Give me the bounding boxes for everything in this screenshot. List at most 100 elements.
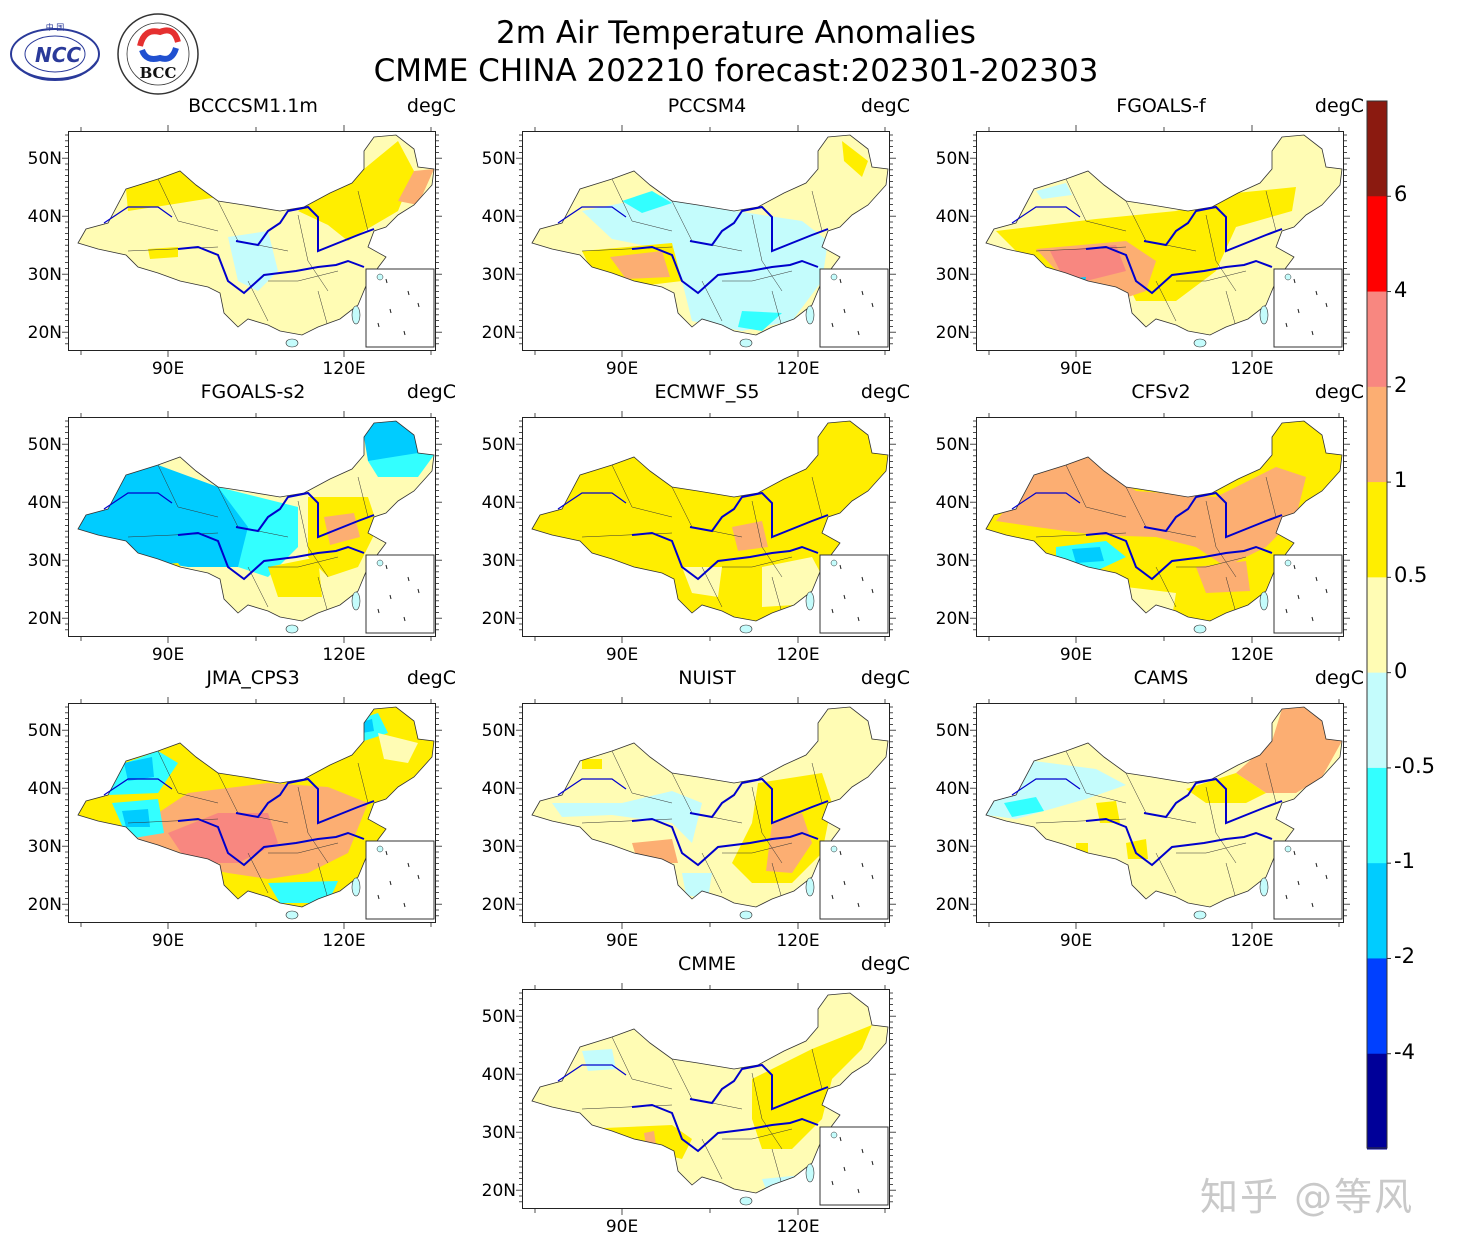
anomaly-region xyxy=(1036,183,1072,199)
x-tick-label: 90E xyxy=(605,931,639,951)
anomaly-map xyxy=(62,697,442,929)
island-mark xyxy=(831,1180,834,1186)
river xyxy=(631,245,819,295)
anomaly-map xyxy=(62,411,442,643)
island-mark xyxy=(843,880,846,886)
chart-title: 2m Air Temperature Anomalies xyxy=(496,15,976,51)
inset-hainan xyxy=(830,1131,838,1139)
island-mark xyxy=(407,576,410,582)
anomaly-region xyxy=(552,791,702,843)
river xyxy=(1011,206,1081,224)
x-tick-label: 120E xyxy=(776,645,820,665)
map-frame xyxy=(522,417,890,637)
map-panel: BCCCSM1.1m degC 50N 40N 30N 20N 90E 120E xyxy=(20,95,460,379)
river xyxy=(557,1064,627,1082)
anomaly-region xyxy=(644,1131,656,1145)
country-border xyxy=(531,706,889,908)
x-tick-label: 120E xyxy=(1230,931,1274,951)
anomaly-map xyxy=(516,697,896,929)
south-china-sea-inset xyxy=(819,840,889,920)
river xyxy=(557,778,627,796)
island-mark xyxy=(407,862,410,868)
y-tick-label: 40N xyxy=(935,207,970,227)
map-frame xyxy=(976,703,1344,923)
river xyxy=(1143,491,1283,539)
island-mark xyxy=(385,850,388,856)
island-mark xyxy=(861,576,864,582)
svg-text:NCC: NCC xyxy=(35,43,81,67)
y-tick-label: 50N xyxy=(27,721,62,741)
island-mark xyxy=(1311,616,1314,622)
island-mark xyxy=(1325,302,1328,308)
country-border xyxy=(531,420,889,622)
x-tick-label: 90E xyxy=(605,1217,639,1237)
anomaly-region xyxy=(78,465,278,567)
river xyxy=(1085,531,1273,581)
anomaly-region xyxy=(1196,561,1250,593)
map-panel: CAMS degC 50N 40N 30N 20N 90E 120E xyxy=(928,667,1368,951)
colorbar-bin xyxy=(1367,863,1387,959)
bcc-logo: BCC xyxy=(116,12,200,100)
panel-unit: degC xyxy=(1314,381,1364,403)
colorbar-bin xyxy=(1367,672,1387,769)
y-tick-label: 20N xyxy=(935,323,970,343)
anomaly-region xyxy=(766,813,812,873)
anomaly-region xyxy=(532,993,888,1193)
y-tick-label: 50N xyxy=(27,149,62,169)
y-tick-label: 40N xyxy=(27,779,62,799)
inset-hainan xyxy=(376,845,384,853)
anomaly-map xyxy=(516,125,896,357)
inset-hainan xyxy=(1284,845,1292,853)
river xyxy=(631,1103,819,1153)
colorbar-label: 2 xyxy=(1394,372,1408,397)
country-border xyxy=(77,420,435,622)
country-border xyxy=(985,706,1343,908)
island-mark xyxy=(1293,850,1296,856)
y-tick-label: 30N xyxy=(481,1123,516,1143)
anomaly-region xyxy=(582,193,828,331)
colorbar-bin xyxy=(1367,958,1387,1055)
taiwan-island xyxy=(351,305,361,325)
x-tick-label: 120E xyxy=(322,359,366,379)
river xyxy=(177,245,365,295)
island-mark xyxy=(861,862,864,868)
island-mark xyxy=(1325,874,1328,880)
island-mark xyxy=(861,290,864,296)
colorbar-frame xyxy=(1366,100,1388,1149)
panel-unit: degC xyxy=(1314,667,1364,689)
anomaly-region xyxy=(1072,547,1104,563)
anomaly-map xyxy=(516,983,896,1215)
river xyxy=(689,1063,829,1111)
hainan-island xyxy=(1193,624,1207,634)
inset-hainan xyxy=(376,559,384,567)
river xyxy=(235,777,375,825)
island-mark xyxy=(839,850,842,856)
taiwan-island xyxy=(805,305,815,325)
map-panel: CMME degC 50N 40N 30N 20N 90E 120E xyxy=(474,953,914,1237)
island-mark xyxy=(861,1148,864,1154)
island-mark xyxy=(407,290,410,296)
island-mark xyxy=(843,1166,846,1172)
island-mark xyxy=(1285,608,1288,614)
y-tick-label: 20N xyxy=(481,609,516,629)
anomaly-region xyxy=(986,707,1342,907)
y-tick-label: 40N xyxy=(481,779,516,799)
anomaly-region xyxy=(128,563,188,579)
inset-hainan xyxy=(830,273,838,281)
anomaly-map xyxy=(62,125,442,357)
map-panel: NUIST degC 50N 40N 30N 20N 90E 120E xyxy=(474,667,914,951)
anomaly-region xyxy=(1004,797,1044,817)
colorbar-bin xyxy=(1367,482,1387,578)
panel-unit: degC xyxy=(860,953,910,975)
anomaly-region xyxy=(298,141,414,241)
anomaly-region xyxy=(124,757,154,781)
x-tick-label: 120E xyxy=(776,359,820,379)
river xyxy=(103,778,173,796)
y-tick-label: 20N xyxy=(481,1181,516,1201)
y-tick-label: 30N xyxy=(27,837,62,857)
panel-unit: degC xyxy=(860,667,910,689)
anomaly-region xyxy=(1050,245,1126,281)
map-frame xyxy=(976,131,1344,351)
panel-title: ECMWF_S5 xyxy=(654,381,760,403)
panel-unit: degC xyxy=(860,95,910,117)
